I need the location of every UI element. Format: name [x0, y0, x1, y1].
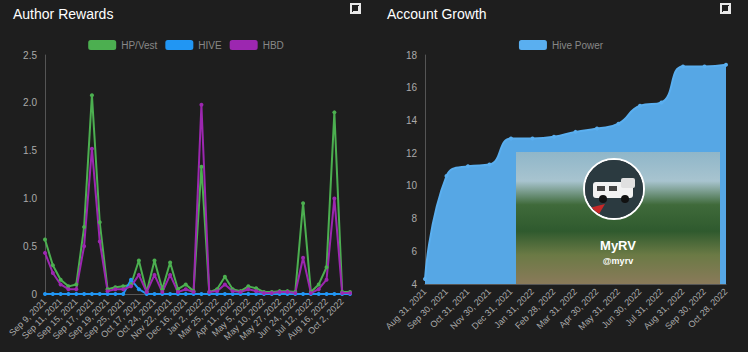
svg-text:Hive Power: Hive Power	[552, 40, 604, 51]
svg-text:Sep 9, 2021: Sep 9, 2021	[7, 296, 49, 338]
svg-text:12: 12	[406, 148, 418, 159]
svg-text:Sep 11, 2021: Sep 11, 2021	[19, 296, 65, 341]
svg-text:Aug 16, 2022: Aug 16, 2022	[285, 296, 331, 342]
svg-text:Apr 11, 2022: Apr 11, 2022	[193, 296, 237, 340]
svg-text:Mar 31, 2022: Mar 31, 2022	[534, 286, 579, 331]
html-text:@myrv: @myrv	[602, 256, 634, 266]
svg-text:18: 18	[406, 50, 418, 61]
svg-text:Jan 31, 2022: Jan 31, 2022	[492, 286, 536, 331]
svg-text:May 31, 2022: May 31, 2022	[576, 286, 622, 332]
svg-text:Jan 2, 2022: Jan 2, 2022	[164, 296, 205, 337]
svg-text:Oct 17, 2021: Oct 17, 2021	[98, 296, 143, 340]
svg-text:6: 6	[411, 246, 417, 257]
svg-text:0.5: 0.5	[23, 241, 37, 252]
svg-text:Author Rewards: Author Rewards	[13, 6, 113, 22]
svg-text:Sep 17, 2021: Sep 17, 2021	[50, 296, 96, 342]
svg-text:Sep 25, 2021: Sep 25, 2021	[81, 296, 127, 342]
svg-text:Sep 15, 2021: Sep 15, 2021	[34, 296, 80, 342]
svg-text:Jul 31, 2022: Jul 31, 2022	[623, 286, 665, 329]
svg-text:4: 4	[411, 279, 417, 290]
svg-text:HBD: HBD	[263, 40, 284, 51]
svg-text:Oct 24, 2021: Oct 24, 2021	[114, 296, 158, 340]
svg-text:Sep 30, 2021: Sep 30, 2021	[405, 286, 450, 332]
svg-text:May 5, 2022: May 5, 2022	[209, 296, 252, 339]
svg-text:Oct 31, 2021: Oct 31, 2021	[428, 286, 472, 330]
html-text:MyRV: MyRV	[600, 238, 636, 253]
svg-text:14: 14	[406, 115, 418, 126]
svg-text:Mar 25, 2022: Mar 25, 2022	[176, 296, 221, 341]
svg-text:2.0: 2.0	[23, 97, 37, 108]
svg-text:2.5: 2.5	[23, 50, 37, 61]
svg-text:Jul 12, 2022: Jul 12, 2022	[272, 296, 315, 339]
svg-text:Oct 2, 2022: Oct 2, 2022	[306, 296, 346, 336]
svg-text:1.5: 1.5	[23, 145, 37, 156]
svg-text:8: 8	[411, 213, 417, 224]
svg-text:Oct 28, 2022: Oct 28, 2022	[686, 286, 729, 329]
svg-text:Sep 30, 2022: Sep 30, 2022	[663, 286, 708, 332]
svg-text:Account Growth: Account Growth	[387, 6, 487, 22]
svg-text:Nov 30, 2021: Nov 30, 2021	[448, 286, 493, 332]
svg-text:Aug 31, 2021: Aug 31, 2021	[383, 286, 429, 332]
svg-text:16: 16	[406, 82, 418, 93]
svg-text:10: 10	[406, 180, 418, 191]
svg-text:Jun 30, 2022: Jun 30, 2022	[599, 286, 644, 331]
svg-text:Jun 24, 2022: Jun 24, 2022	[255, 296, 299, 341]
svg-text:Apr 30, 2022: Apr 30, 2022	[557, 286, 601, 330]
svg-text:Feb 28, 2022: Feb 28, 2022	[513, 286, 558, 331]
svg-text:Dec 16, 2021: Dec 16, 2021	[144, 296, 190, 342]
svg-text:HP/Vest: HP/Vest	[121, 40, 157, 51]
svg-text:May 27, 2022: May 27, 2022	[237, 296, 284, 342]
svg-text:1.0: 1.0	[23, 193, 37, 204]
svg-text:0: 0	[31, 289, 37, 300]
svg-text:Nov 22, 2021: Nov 22, 2021	[128, 296, 174, 342]
svg-text:Sep 19, 2021: Sep 19, 2021	[66, 296, 112, 342]
svg-text:Aug 31, 2022: Aug 31, 2022	[641, 286, 687, 332]
svg-text:HIVE: HIVE	[198, 40, 222, 51]
svg-text:Dec 31, 2021: Dec 31, 2021	[469, 286, 515, 332]
svg-text:May 10, 2022: May 10, 2022	[221, 296, 268, 342]
